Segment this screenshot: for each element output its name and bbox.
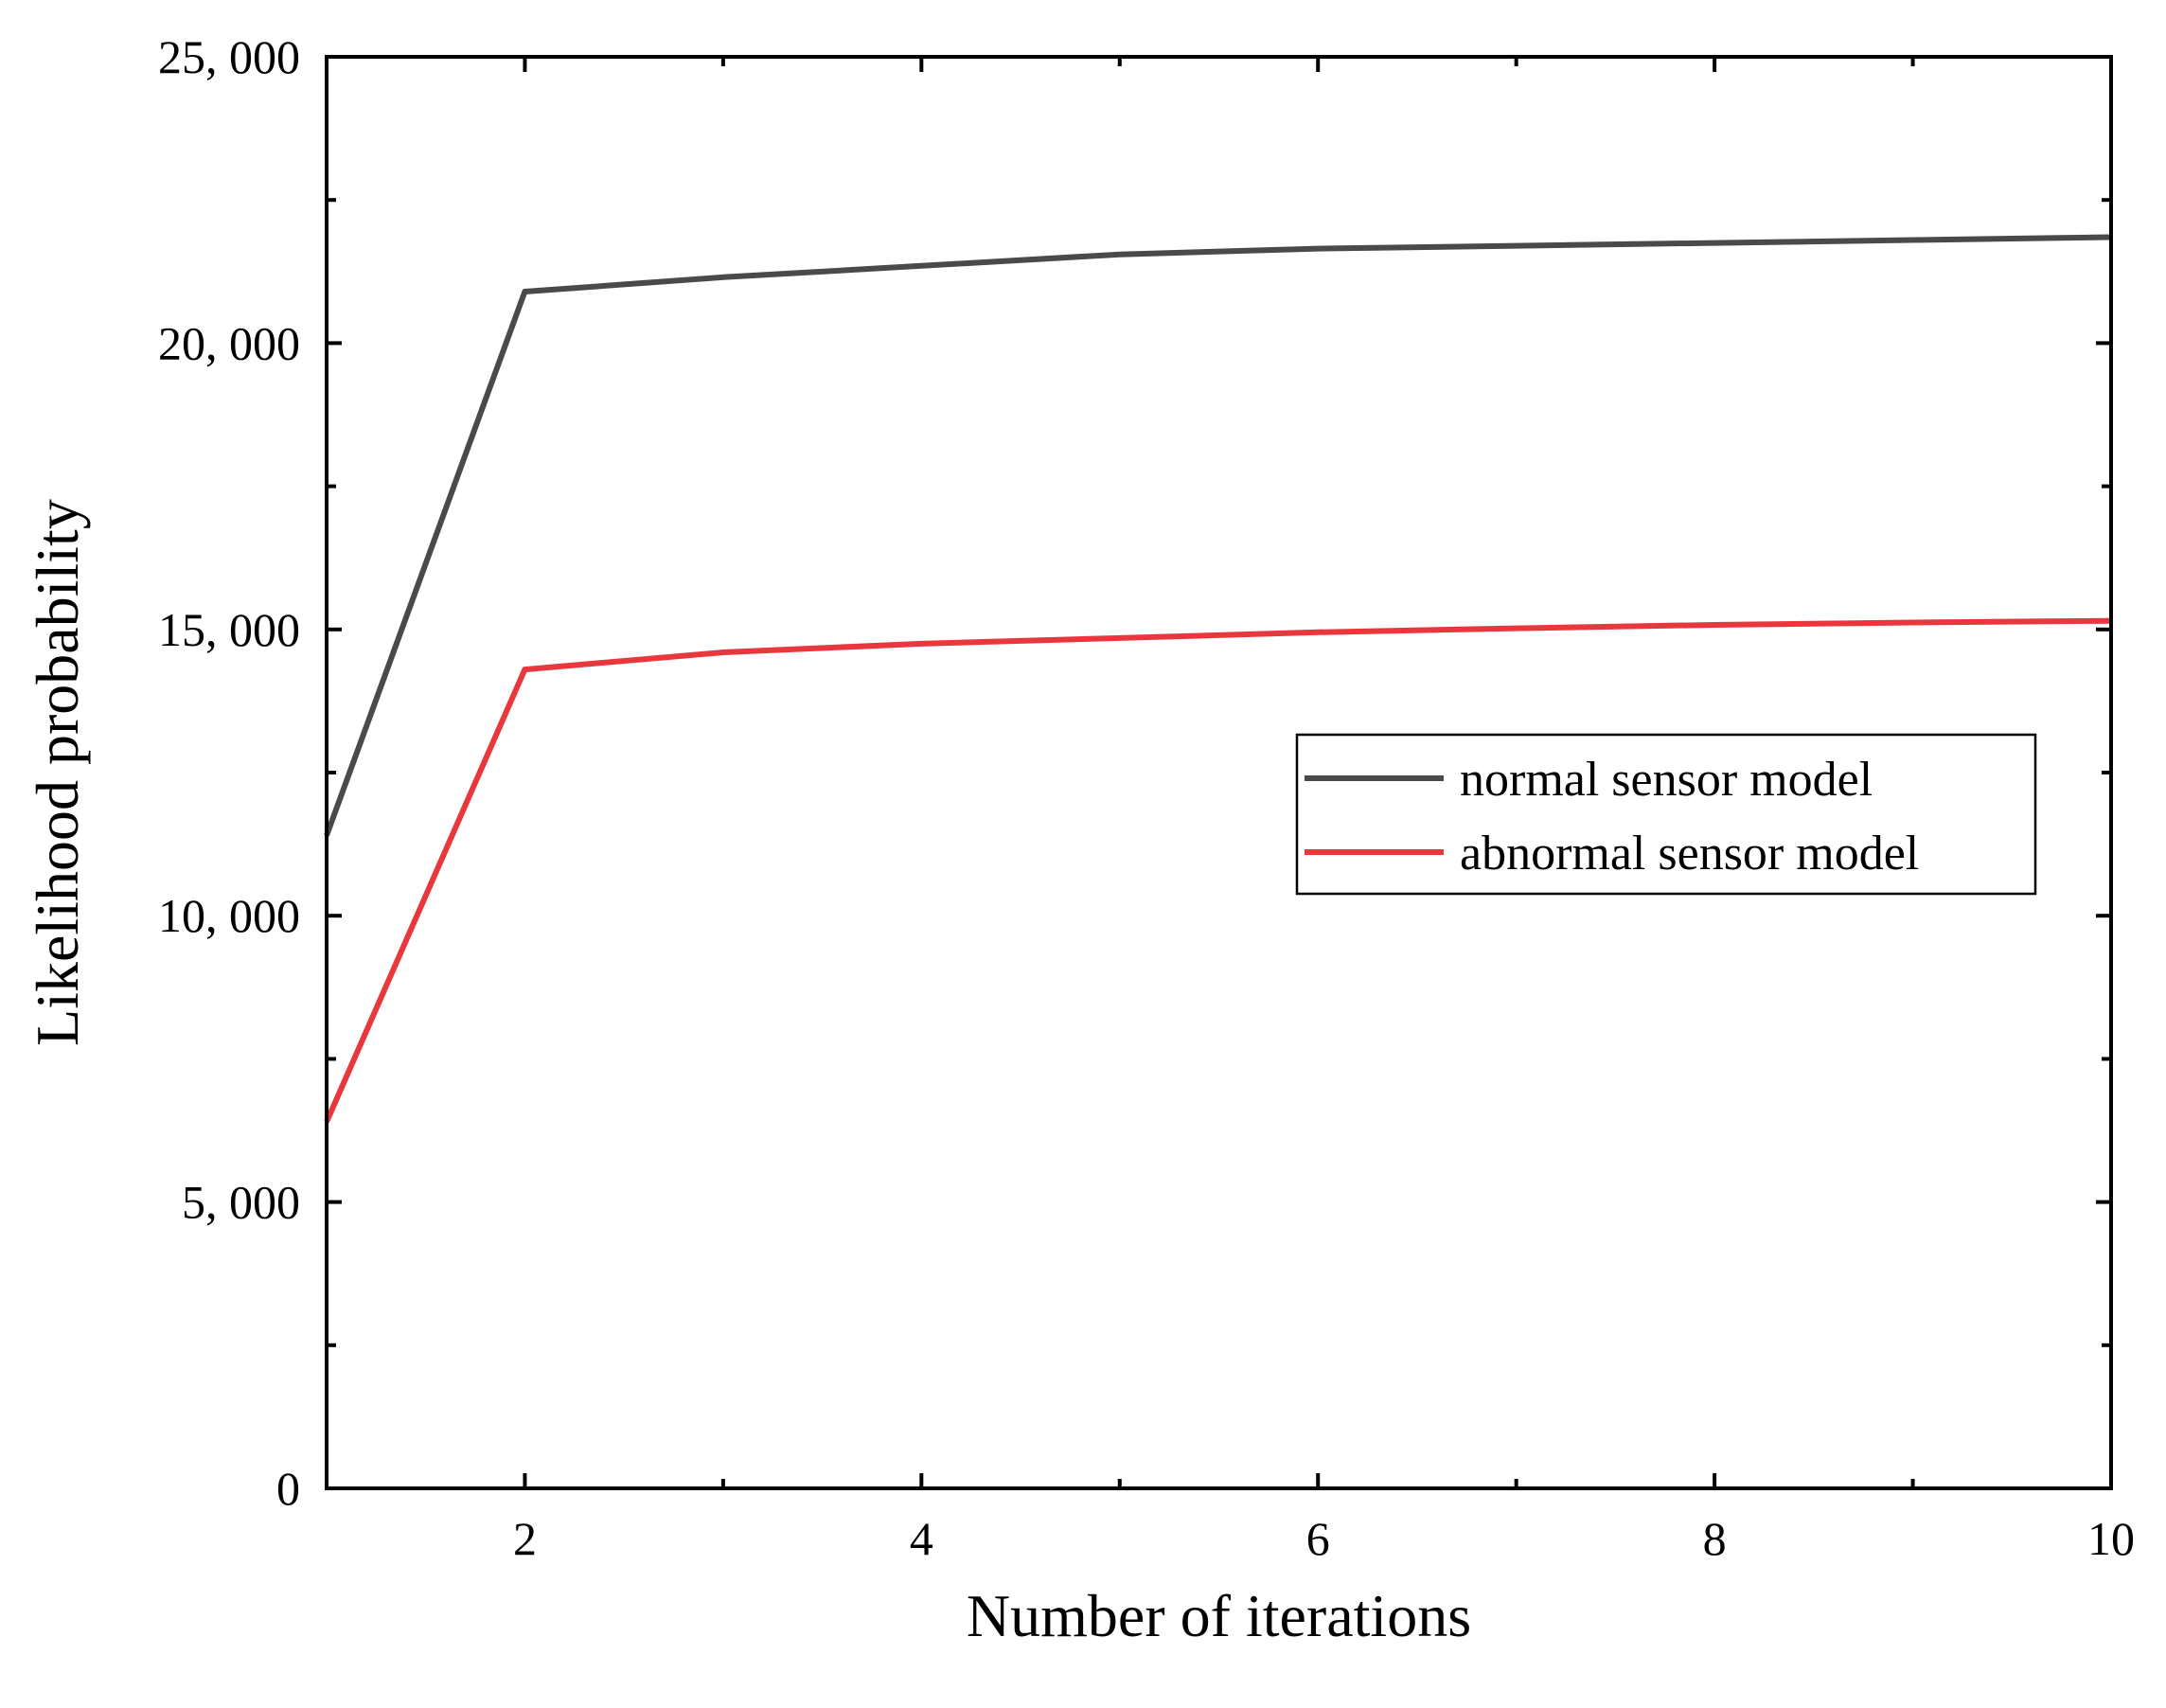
plot-lines xyxy=(324,234,2112,1124)
y-tick-label: 20, 000 xyxy=(158,316,300,369)
tick-labels: 2 4 6 8 10 0 5, 000 10, 000 15, 000 20, 000 25, 00… xyxy=(158,30,2135,1565)
series-line-1 xyxy=(324,617,2112,1124)
y-tick-label: 15, 000 xyxy=(158,603,300,656)
y-tick-label: 25, 000 xyxy=(158,30,300,83)
y-tick-label: 10, 000 xyxy=(158,889,300,942)
y-tick-label: 5, 000 xyxy=(182,1176,300,1229)
x-tick-label: 4 xyxy=(910,1512,933,1565)
y-axis-title: Likelihood probability xyxy=(24,499,91,1046)
series-line-0 xyxy=(324,234,2112,837)
legend-box xyxy=(1295,733,2037,896)
legend-label-abnormal: abnormal sensor model xyxy=(1460,827,1919,881)
plot-frame xyxy=(325,55,2113,1490)
x-tick-label: 2 xyxy=(513,1512,537,1565)
x-tick-label: 10 xyxy=(2087,1512,2135,1565)
x-tick-label: 6 xyxy=(1306,1512,1330,1565)
y-tick-label: 0 xyxy=(276,1462,300,1515)
x-tick-label: 8 xyxy=(1703,1512,1727,1565)
legend-label-normal: normal sensor model xyxy=(1460,753,1873,807)
x-axis-title: Number of iterations xyxy=(967,1582,1471,1649)
legend: normal sensor model abnormal sensor mode… xyxy=(1295,733,2037,896)
